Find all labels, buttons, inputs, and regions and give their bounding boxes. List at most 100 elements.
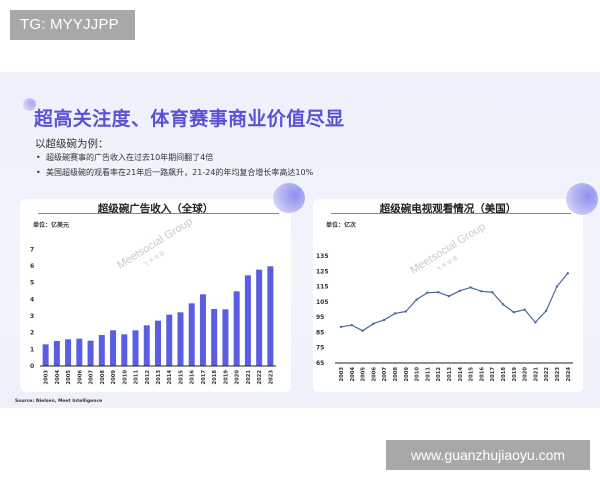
x-tick-label: 2006 bbox=[371, 367, 377, 382]
y-tick-label: 125 bbox=[316, 268, 329, 275]
y-tick-label: 2 bbox=[30, 330, 34, 337]
x-tick-label: 2005 bbox=[361, 367, 367, 382]
y-tick-label: 3 bbox=[30, 313, 34, 320]
bar bbox=[155, 320, 161, 366]
data-point bbox=[350, 323, 353, 327]
title-divider bbox=[331, 213, 571, 214]
x-tick-label: 2019 bbox=[223, 370, 229, 385]
decorative-circle bbox=[23, 98, 36, 111]
x-tick-label: 2009 bbox=[111, 370, 117, 385]
unit-label: 单位：亿次 bbox=[326, 222, 357, 229]
data-point bbox=[555, 285, 559, 288]
data-point bbox=[415, 298, 418, 301]
data-line bbox=[340, 272, 569, 332]
x-tick-label: 2007 bbox=[89, 370, 95, 385]
data-point bbox=[512, 311, 515, 314]
y-tick-label: 85 bbox=[316, 329, 324, 336]
bullet-item: • 美国超级碗的观看率在21年后一路飙升，21-24的年均复合增长率高达10% bbox=[36, 168, 314, 177]
bar bbox=[199, 294, 206, 366]
data-point bbox=[447, 295, 451, 298]
x-tick-label: 2003 bbox=[339, 367, 345, 382]
bar bbox=[244, 275, 251, 366]
y-tick-label: 6 bbox=[30, 263, 34, 270]
svg-text:Meetsocial Group: Meetsocial Group bbox=[115, 216, 194, 272]
bar bbox=[211, 308, 218, 366]
url-watermark-badge: www.guanzhujiaoyu.com bbox=[386, 440, 590, 470]
y-tick-label: 65 bbox=[316, 360, 324, 367]
bullet-item: • 超级碗赛事的广告收入在过去10年期间翻了4倍 bbox=[36, 153, 214, 162]
x-tick-label: 2017 bbox=[201, 370, 207, 385]
x-tick-label: 2016 bbox=[190, 370, 196, 385]
chart-title: 超级碗广告收入（全球） bbox=[97, 203, 214, 215]
decorative-circle bbox=[273, 183, 305, 213]
y-tick-label: 95 bbox=[316, 314, 324, 321]
x-tick-label: 2018 bbox=[212, 370, 218, 385]
x-tick-label: 2004 bbox=[55, 370, 61, 385]
x-tick-label: 2024 bbox=[566, 367, 572, 382]
bar bbox=[42, 344, 49, 366]
bar bbox=[53, 340, 60, 366]
x-tick-label: 2013 bbox=[156, 370, 162, 385]
data-point bbox=[480, 290, 483, 293]
data-point bbox=[501, 303, 505, 306]
x-tick-label: 2023 bbox=[268, 370, 274, 385]
x-tick-label: 2009 bbox=[404, 367, 410, 382]
x-tick-label: 2004 bbox=[350, 367, 356, 382]
data-point bbox=[437, 291, 440, 294]
data-point bbox=[404, 310, 407, 313]
x-tick-label: 2019 bbox=[512, 367, 518, 382]
y-tick-label: 7 bbox=[30, 246, 34, 253]
x-tick-label: 2011 bbox=[425, 367, 431, 382]
x-tick-label: 2015 bbox=[178, 370, 184, 385]
y-tick-label: 105 bbox=[316, 299, 329, 306]
y-tick-label: 5 bbox=[30, 280, 34, 287]
x-tick-label: 2005 bbox=[66, 370, 72, 385]
bar bbox=[233, 291, 240, 366]
decorative-circle bbox=[566, 183, 598, 215]
x-tick-label: 2014 bbox=[167, 370, 173, 385]
x-tick-label: 2007 bbox=[382, 367, 388, 382]
x-tick-label: 2010 bbox=[415, 367, 421, 382]
data-point bbox=[469, 286, 472, 289]
data-point bbox=[491, 291, 494, 294]
data-point bbox=[372, 322, 375, 325]
bar bbox=[267, 266, 274, 366]
x-tick-label: 2012 bbox=[145, 370, 151, 385]
x-tick-label: 2013 bbox=[447, 367, 453, 382]
x-tick-label: 2017 bbox=[490, 367, 496, 382]
x-tick-label: 2008 bbox=[393, 367, 399, 382]
data-point bbox=[339, 325, 343, 329]
unit-label: 单位：亿美元 bbox=[33, 222, 70, 229]
data-point bbox=[426, 291, 429, 294]
data-point bbox=[545, 309, 548, 312]
x-tick-label: 2010 bbox=[122, 370, 128, 385]
lead-text: 以超级碗为例： bbox=[35, 138, 109, 150]
bar bbox=[166, 314, 173, 366]
x-tick-label: 2020 bbox=[523, 367, 529, 382]
data-point bbox=[458, 289, 461, 293]
x-tick-label: 2022 bbox=[544, 367, 550, 382]
bar bbox=[177, 312, 184, 366]
x-tick-label: 2014 bbox=[458, 367, 464, 382]
data-point bbox=[566, 272, 569, 275]
bar bbox=[256, 269, 263, 366]
bar bbox=[98, 334, 105, 366]
x-tick-label: 2006 bbox=[77, 370, 83, 385]
svg-text:Meetsocial Group: Meetsocial Group bbox=[408, 221, 487, 277]
chart-title: 超级碗电视观看情况（美国） bbox=[379, 203, 517, 215]
bar bbox=[110, 330, 117, 366]
x-tick-label: 2023 bbox=[555, 367, 561, 382]
y-tick-label: 4 bbox=[30, 296, 34, 303]
x-tick-label: 2012 bbox=[436, 367, 442, 382]
x-tick-label: 2018 bbox=[501, 367, 507, 382]
bullet-dot-icon: • bbox=[36, 153, 41, 162]
y-tick-label: 75 bbox=[316, 345, 324, 352]
tv-viewership-chart-card: 超级碗电视观看情况（美国） 单位：亿次 Meetsocial Group 飞 书 … bbox=[313, 199, 583, 392]
bar bbox=[87, 340, 94, 366]
bar bbox=[76, 338, 83, 366]
x-tick-label: 2022 bbox=[257, 370, 263, 385]
page-title: 超高关注度、体育赛事商业价值尽显 bbox=[34, 108, 345, 130]
bar bbox=[143, 325, 150, 366]
